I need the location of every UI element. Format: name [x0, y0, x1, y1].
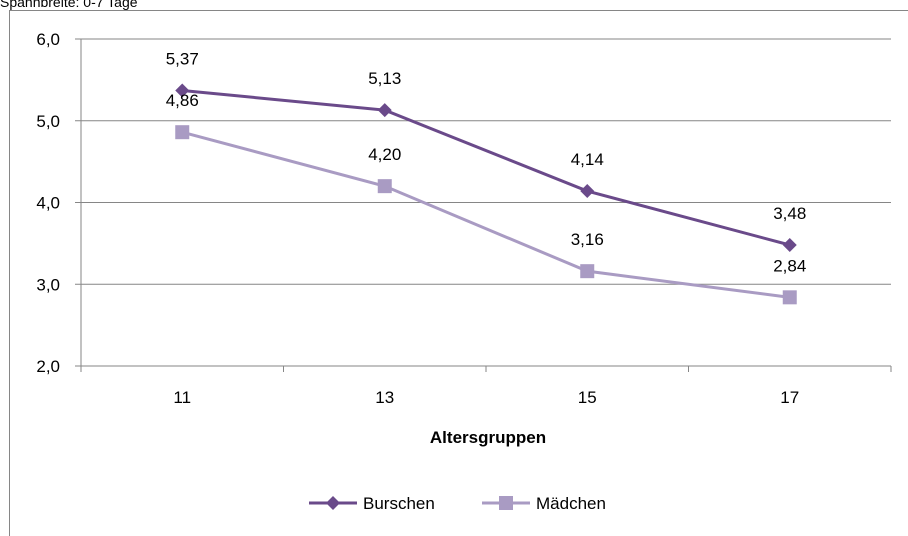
data-label: 4,86: [166, 91, 199, 110]
x-tick-label: 13: [375, 388, 394, 407]
chart-frame: [9, 10, 908, 536]
x-tick-label: 15: [578, 388, 597, 407]
data-point: [580, 264, 595, 279]
series-line-mädchen: [181, 130, 790, 299]
data-point: [580, 184, 595, 199]
data-label: 4,20: [368, 145, 401, 164]
data-label: 5,13: [368, 69, 401, 88]
legend-marker: [499, 496, 513, 510]
chart-caption: Spannbreite: 0-7 Tage: [0, 0, 138, 10]
y-tick-label: 5,0: [36, 112, 60, 131]
y-tick-label: 4,0: [36, 194, 60, 213]
data-label: 3,48: [773, 204, 806, 223]
data-point: [782, 238, 797, 253]
y-tick-label: 3,0: [36, 275, 60, 294]
gridlines: [81, 38, 891, 285]
x-tick-label: 17: [780, 388, 799, 407]
data-point: [377, 103, 392, 118]
x-axis-title: Altersgruppen: [430, 428, 546, 447]
legend-marker: [326, 496, 340, 510]
data-label: 5,37: [166, 50, 199, 69]
data-point: [377, 179, 392, 194]
axes: 2,0 3,0 4,0 5,0 6,0 11 13 15 17: [36, 30, 892, 407]
series-line-burschen: [182, 89, 791, 247]
data-label: 3,16: [571, 230, 604, 249]
legend-label: Burschen: [363, 494, 435, 513]
data-point: [782, 290, 797, 305]
series-lines: [175, 83, 797, 305]
data-point: [175, 125, 190, 140]
y-tick-label: 2,0: [36, 357, 60, 376]
legend-label: Mädchen: [536, 494, 606, 513]
legend: Burschen Mädchen: [309, 494, 606, 513]
data-point: [175, 83, 190, 98]
y-tick-label: 6,0: [36, 30, 60, 49]
data-label: 2,84: [773, 256, 806, 275]
data-labels: 5,37 5,13 4,14 3,48 4,86 4,20 3,16 2,84: [166, 50, 807, 276]
x-tick-label: 11: [173, 388, 191, 407]
data-label: 4,14: [571, 150, 604, 169]
